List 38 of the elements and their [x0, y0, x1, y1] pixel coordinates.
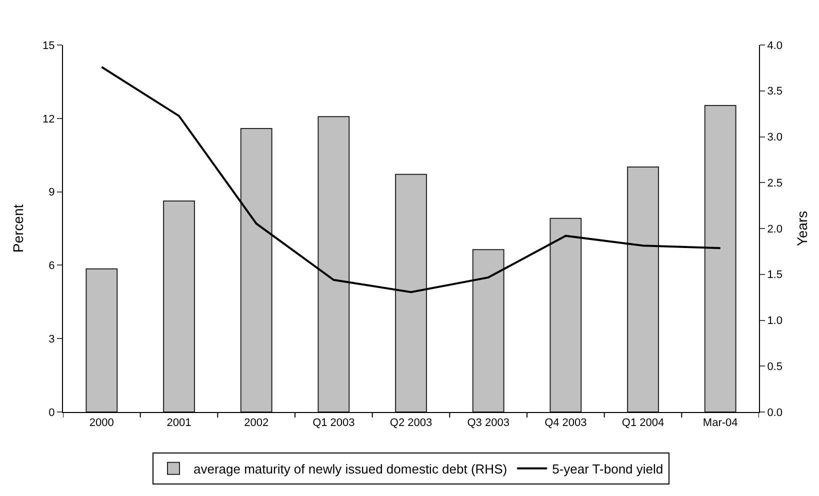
x-tick-label: Q1 2004: [622, 417, 664, 430]
x-tick-label: Q2 2003: [390, 417, 432, 430]
x-tick-label: Mar-04: [702, 417, 738, 430]
line-series: [100, 66, 722, 294]
bar: [472, 249, 504, 412]
bar: [550, 218, 582, 412]
bar: [627, 166, 659, 412]
y-tick-label: 6: [48, 260, 55, 272]
x-tick-label: Q4 2003: [544, 417, 587, 430]
y-tick-label: 9: [48, 186, 55, 199]
y2-tick-label: 1.0: [767, 315, 782, 328]
legend-label: average maturity of newly issued domestic debt (RHS): [194, 461, 508, 476]
x-tick-label: 2000: [89, 417, 114, 430]
bar: [704, 105, 736, 412]
bar: [395, 174, 427, 412]
legend-label: 5-year T-bond yield: [552, 461, 664, 476]
bar: [86, 268, 118, 412]
x-tick-label: 2001: [166, 417, 192, 430]
bar: [318, 116, 350, 412]
y-tick-label: 12: [42, 113, 55, 126]
x-tick-label: Q3 2003: [467, 417, 510, 430]
y2-tick-label: 2.5: [767, 177, 782, 190]
y2-tick-label: 1.5: [767, 269, 782, 282]
y2-tick-label: 2.0: [767, 223, 782, 236]
y2-tick-label: 0.5: [767, 360, 782, 373]
x-tick-label: 2002: [244, 417, 269, 430]
y2-axis-title: Years: [794, 210, 810, 246]
y-axis-title: Percent: [10, 204, 26, 253]
y-tick-label: 0: [48, 406, 55, 419]
x-tick-label: Q1 2003: [312, 417, 355, 430]
y-tick-label: 3: [48, 333, 55, 346]
y2-tick-label: 3.0: [767, 132, 782, 144]
y2-tick-label: 4.0: [767, 40, 782, 52]
bar: [163, 200, 195, 412]
y-tick-label: 15: [42, 40, 55, 52]
bar: [240, 128, 272, 412]
y2-tick-label: 3.5: [767, 86, 782, 98]
y2-tick-label: 0.0: [767, 406, 782, 419]
